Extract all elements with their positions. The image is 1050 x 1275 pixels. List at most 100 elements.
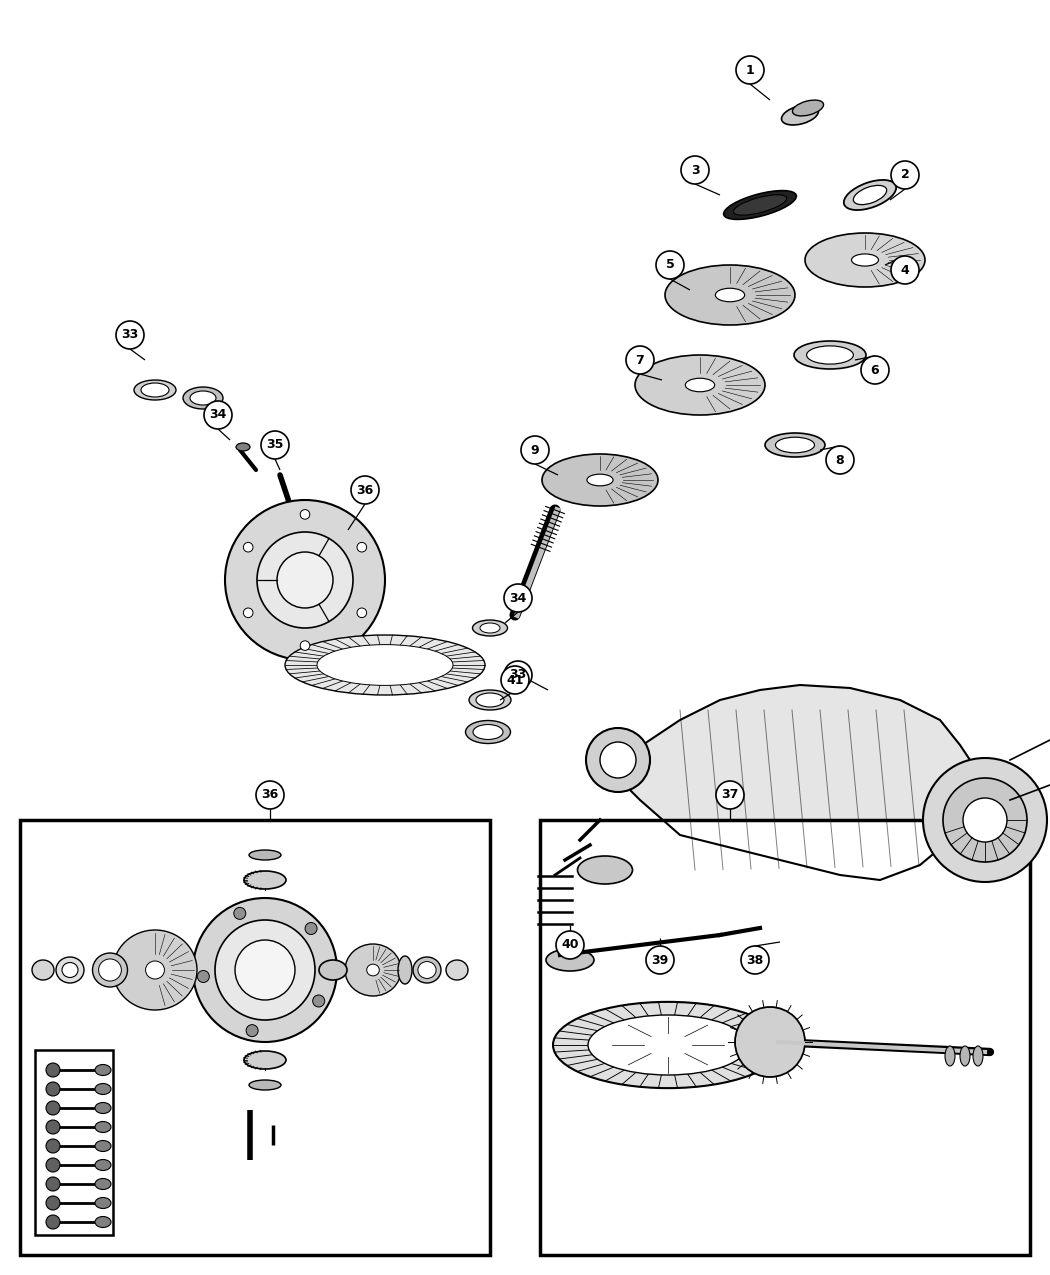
Ellipse shape — [472, 724, 503, 740]
Circle shape — [736, 56, 764, 84]
Ellipse shape — [46, 1196, 60, 1210]
Bar — [20, 820, 490, 1255]
Text: 33: 33 — [509, 668, 527, 682]
Ellipse shape — [46, 1177, 60, 1191]
Ellipse shape — [285, 635, 485, 695]
Ellipse shape — [56, 958, 84, 983]
Text: 34: 34 — [509, 592, 527, 604]
Ellipse shape — [249, 850, 281, 861]
Ellipse shape — [476, 694, 504, 708]
Text: 3: 3 — [691, 163, 699, 176]
Ellipse shape — [413, 958, 441, 983]
Circle shape — [656, 251, 684, 279]
Polygon shape — [620, 685, 980, 880]
Circle shape — [116, 321, 144, 349]
Ellipse shape — [244, 871, 286, 889]
Text: 34: 34 — [209, 408, 227, 422]
Circle shape — [626, 346, 654, 374]
Circle shape — [556, 931, 584, 959]
Circle shape — [646, 946, 674, 974]
Ellipse shape — [765, 434, 825, 456]
Ellipse shape — [113, 929, 197, 1010]
Circle shape — [261, 431, 289, 459]
Ellipse shape — [94, 1065, 111, 1076]
Ellipse shape — [776, 437, 815, 453]
Ellipse shape — [249, 1080, 281, 1090]
Ellipse shape — [183, 388, 223, 409]
Ellipse shape — [588, 1015, 748, 1075]
Ellipse shape — [587, 474, 613, 486]
Text: 39: 39 — [651, 954, 669, 966]
Ellipse shape — [472, 620, 507, 636]
Circle shape — [741, 946, 769, 974]
Ellipse shape — [236, 442, 250, 451]
Ellipse shape — [469, 690, 511, 710]
Circle shape — [504, 584, 532, 612]
Ellipse shape — [46, 1119, 60, 1133]
Text: 1: 1 — [746, 64, 754, 76]
Ellipse shape — [46, 1063, 60, 1077]
Ellipse shape — [46, 1102, 60, 1116]
Text: 40: 40 — [562, 938, 579, 951]
Circle shape — [351, 476, 379, 504]
Ellipse shape — [190, 391, 216, 405]
Ellipse shape — [141, 382, 169, 397]
Ellipse shape — [793, 99, 823, 116]
Circle shape — [215, 921, 315, 1020]
Circle shape — [891, 256, 919, 284]
Ellipse shape — [94, 1216, 111, 1228]
Text: 41: 41 — [506, 673, 524, 686]
Circle shape — [193, 898, 337, 1042]
Text: 5: 5 — [666, 259, 674, 272]
Ellipse shape — [794, 340, 866, 368]
Ellipse shape — [62, 963, 78, 978]
Ellipse shape — [546, 949, 594, 972]
Ellipse shape — [542, 454, 658, 506]
Ellipse shape — [418, 961, 436, 978]
Text: 2: 2 — [901, 168, 909, 181]
Bar — [35, 1051, 113, 1235]
Ellipse shape — [94, 1122, 111, 1132]
Text: 35: 35 — [267, 439, 284, 451]
Text: 6: 6 — [870, 363, 879, 376]
Ellipse shape — [94, 1197, 111, 1209]
Ellipse shape — [398, 956, 412, 984]
Ellipse shape — [733, 195, 786, 215]
Ellipse shape — [366, 964, 379, 975]
Ellipse shape — [635, 354, 765, 414]
Text: 4: 4 — [901, 264, 909, 277]
Ellipse shape — [854, 185, 886, 204]
Ellipse shape — [715, 288, 744, 302]
Circle shape — [234, 908, 246, 919]
Circle shape — [306, 923, 317, 935]
Ellipse shape — [973, 1046, 983, 1066]
Ellipse shape — [805, 233, 925, 287]
Text: 7: 7 — [635, 353, 645, 366]
Ellipse shape — [94, 1178, 111, 1190]
Ellipse shape — [781, 105, 819, 125]
Text: 36: 36 — [261, 788, 278, 802]
Ellipse shape — [465, 720, 510, 743]
Ellipse shape — [553, 1002, 783, 1088]
Circle shape — [246, 1025, 258, 1037]
Circle shape — [943, 778, 1027, 862]
Ellipse shape — [146, 961, 165, 979]
Text: 36: 36 — [356, 483, 374, 496]
Circle shape — [300, 510, 310, 519]
Circle shape — [256, 782, 284, 810]
Circle shape — [891, 161, 919, 189]
Circle shape — [963, 798, 1007, 842]
Ellipse shape — [94, 1159, 111, 1170]
Circle shape — [501, 666, 529, 694]
Ellipse shape — [94, 1084, 111, 1094]
Text: 8: 8 — [836, 454, 844, 467]
Ellipse shape — [852, 254, 879, 266]
Ellipse shape — [94, 1141, 111, 1151]
Circle shape — [826, 446, 854, 474]
Circle shape — [244, 542, 253, 552]
Circle shape — [313, 994, 324, 1007]
Circle shape — [586, 728, 650, 792]
Circle shape — [504, 660, 532, 689]
Circle shape — [681, 156, 709, 184]
Circle shape — [923, 759, 1047, 882]
